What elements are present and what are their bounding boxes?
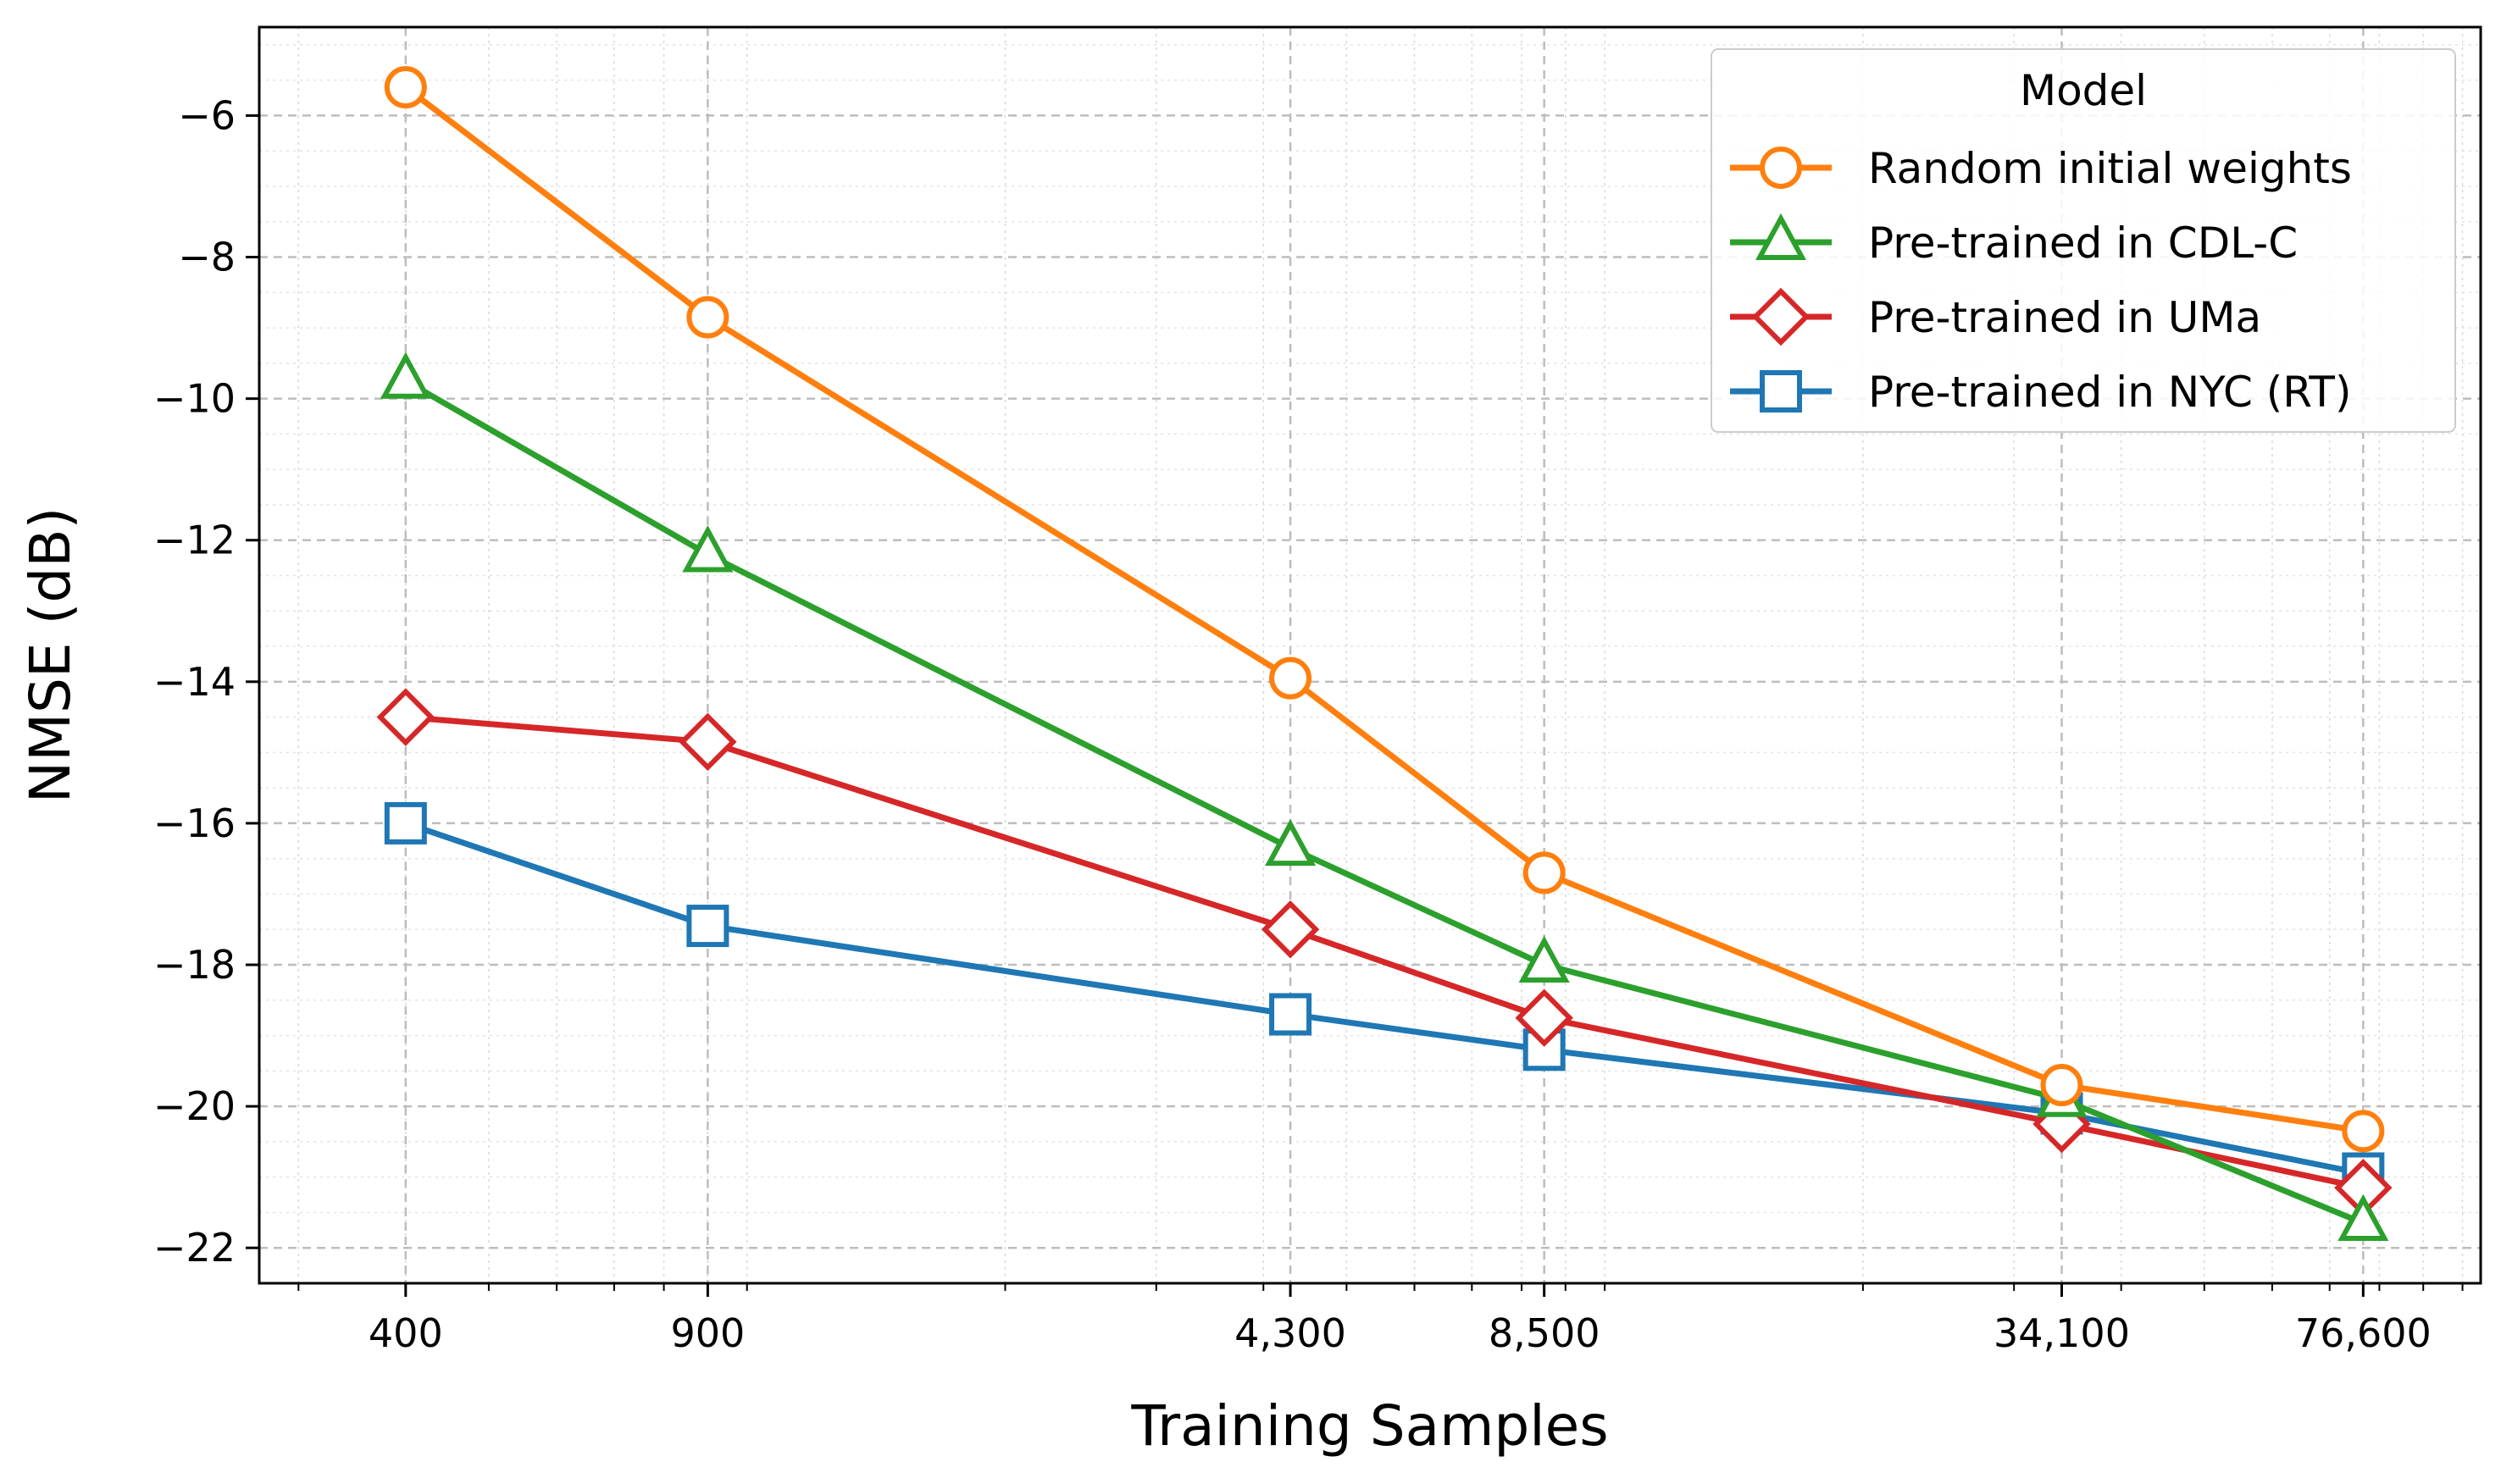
data-point <box>384 801 427 844</box>
data-point <box>1269 993 1312 1036</box>
y-tick-label: −10 <box>153 376 236 422</box>
data-point <box>1522 1028 1566 1071</box>
x-axis-title: Training Samples <box>1130 1393 1608 1459</box>
legend-marker <box>1760 147 1802 189</box>
y-tick-label: −16 <box>153 800 236 846</box>
data-point <box>1522 851 1566 894</box>
legend-box <box>1711 48 2456 433</box>
legend-label: Pre-trained in CDL-C <box>1868 219 2298 268</box>
legend-label: Pre-trained in NYC (RT) <box>1868 368 2351 417</box>
data-point <box>686 296 729 339</box>
ticks: 400 900 4,300 8,500 34,100 76,600 −6 −8 −10 −12 −1… <box>153 92 2464 1356</box>
series-pre-trained-in-cdl-c <box>380 352 2389 1241</box>
data-point <box>682 525 734 573</box>
data-point <box>384 66 427 109</box>
data-point <box>1264 818 1317 867</box>
y-tick-label: −12 <box>153 518 236 563</box>
series-pre-trained-in-uma <box>376 688 2393 1217</box>
x-tick-label: 8,500 <box>1489 1310 1600 1356</box>
legend-label: Pre-trained in UMa <box>1868 293 2261 342</box>
y-tick-label: −20 <box>153 1083 236 1129</box>
y-tick-label: −22 <box>153 1225 236 1271</box>
legend-marker <box>1755 213 1807 260</box>
data-point <box>376 688 435 746</box>
legend-entries: Random initial weights Pre-trained in CDL… <box>1730 144 2352 417</box>
series-line <box>405 714 2365 1191</box>
y-axis-title: NMSE (dB) <box>18 507 83 804</box>
y-tick-label: −8 <box>178 235 236 280</box>
x-tick-label: 34,100 <box>1994 1310 2130 1356</box>
legend-label: Random initial weights <box>1868 144 2352 193</box>
legend-entry: Pre-trained in CDL-C <box>1730 213 2298 268</box>
legend-title: Model <box>2020 66 2147 115</box>
x-tick-label: 76,600 <box>2295 1310 2432 1356</box>
y-tick-label: −6 <box>178 92 236 138</box>
series-line <box>404 820 2365 1177</box>
legend-marker <box>1760 370 1802 413</box>
series-random-initial-weights <box>384 66 2385 1153</box>
data-point <box>2337 1193 2389 1241</box>
series-line <box>403 85 2364 1134</box>
data-point <box>1518 935 1570 983</box>
legend-entry: Random initial weights <box>1730 144 2352 193</box>
x-tick-label: 400 <box>369 1310 443 1356</box>
data-point <box>2342 1110 2385 1153</box>
data-point <box>1515 988 1573 1047</box>
data-point <box>686 905 729 948</box>
legend-entry: Pre-trained in UMa <box>1730 287 2261 346</box>
data-point <box>2040 1064 2083 1107</box>
series-pre-trained-in-nyc-rt <box>384 801 2385 1195</box>
legend: Model Random initial weights Pre-trained … <box>1711 48 2456 433</box>
series-line <box>404 378 2365 1227</box>
y-tick-label: −18 <box>153 942 236 988</box>
y-tick-label: −14 <box>153 659 236 705</box>
legend-entry: Pre-trained in NYC (RT) <box>1730 368 2351 417</box>
x-tick-label: 4,300 <box>1234 1310 1346 1356</box>
data-point <box>679 712 737 772</box>
x-tick-label: 900 <box>670 1310 745 1356</box>
legend-marker <box>1751 287 1811 346</box>
data-point <box>1261 900 1320 959</box>
data-point <box>380 352 431 399</box>
series-layer <box>376 66 2393 1241</box>
plot-frame <box>258 25 2482 1285</box>
data-point <box>1269 656 1312 700</box>
